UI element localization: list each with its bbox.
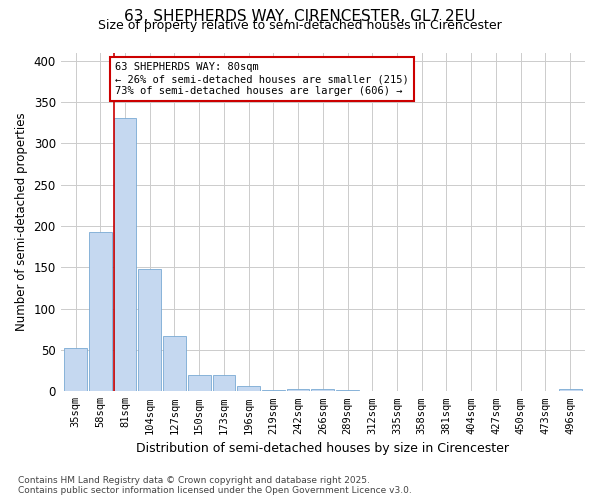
Text: Contains HM Land Registry data © Crown copyright and database right 2025.
Contai: Contains HM Land Registry data © Crown c…: [18, 476, 412, 495]
Bar: [287, 389, 310, 392]
Bar: [89, 232, 112, 392]
Bar: [262, 390, 285, 392]
Bar: [188, 375, 211, 392]
Bar: [212, 375, 235, 392]
Bar: [336, 390, 359, 392]
Bar: [139, 269, 161, 392]
Bar: [163, 336, 186, 392]
X-axis label: Distribution of semi-detached houses by size in Cirencester: Distribution of semi-detached houses by …: [136, 442, 509, 455]
Bar: [237, 386, 260, 392]
Bar: [311, 389, 334, 392]
Bar: [64, 348, 87, 392]
Text: 63 SHEPHERDS WAY: 80sqm
← 26% of semi-detached houses are smaller (215)
73% of s: 63 SHEPHERDS WAY: 80sqm ← 26% of semi-de…: [115, 62, 409, 96]
Bar: [559, 389, 581, 392]
Text: Size of property relative to semi-detached houses in Cirencester: Size of property relative to semi-detach…: [98, 19, 502, 32]
Text: 63, SHEPHERDS WAY, CIRENCESTER, GL7 2EU: 63, SHEPHERDS WAY, CIRENCESTER, GL7 2EU: [124, 9, 476, 24]
Y-axis label: Number of semi-detached properties: Number of semi-detached properties: [15, 112, 28, 331]
Bar: [113, 118, 136, 392]
